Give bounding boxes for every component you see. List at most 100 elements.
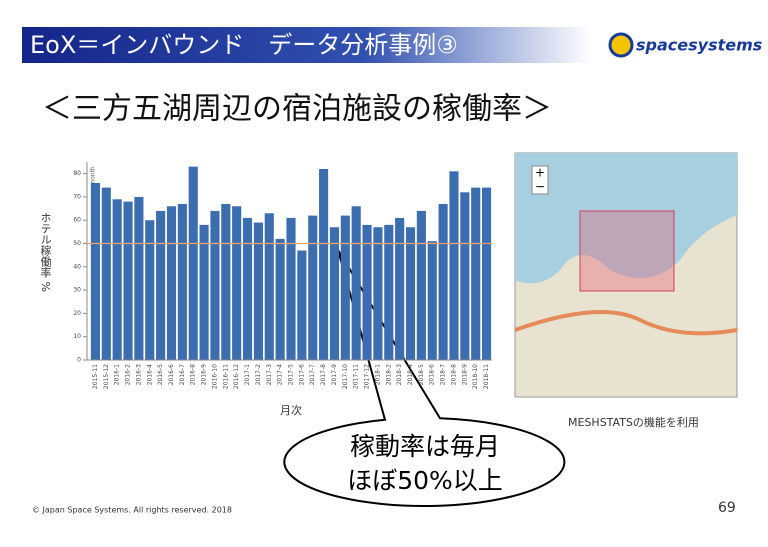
bar (329, 227, 340, 360)
x-tick-label: 2018-10 (472, 364, 479, 389)
x-tick-label: 2015-12 (103, 364, 110, 389)
footer: © Japan Space Systems. All rights reserv… (32, 506, 232, 515)
x-tick-label: 2016-9 (201, 364, 208, 385)
bar (90, 182, 100, 360)
bar (112, 199, 122, 360)
y-tick-label: 10 (73, 333, 81, 340)
map: + − (514, 152, 738, 398)
x-tick-label: 2017-1 (244, 364, 251, 385)
x-tick-label: 2017-12 (364, 364, 371, 389)
y-tick-label: 60 (73, 217, 81, 224)
y-tick-label: 70 (73, 193, 81, 200)
bar (210, 210, 220, 360)
x-tick-label: 2018-5 (418, 364, 425, 385)
y-tick-label: 0 (77, 357, 81, 364)
callout-line: 稼動率は毎月 (350, 432, 500, 461)
bar (340, 215, 350, 360)
x-tick-label: 2018-1 (374, 364, 381, 385)
y-tick-label: 30 (73, 287, 81, 294)
bar (471, 187, 481, 360)
bar (101, 187, 111, 360)
bar (427, 241, 437, 360)
callout-line: ほぼ50%以上 (347, 466, 503, 495)
bar (351, 206, 361, 360)
bar (308, 215, 318, 360)
zoom-in[interactable]: + (535, 166, 545, 180)
bar (177, 203, 187, 360)
x-tick-label: 2016-1 (114, 364, 121, 385)
x-tick-label: 2018-4 (407, 364, 414, 385)
x-tick-label: 2017-3 (266, 364, 273, 385)
x-tick-label: 2016-4 (146, 364, 153, 385)
bar (297, 250, 307, 360)
x-label: 月次 (280, 403, 302, 417)
x-tick-label: 2015-11 (92, 364, 99, 389)
x-tick-label: 2017-5 (288, 364, 295, 385)
banner (22, 27, 592, 63)
x-tick-label: 2018-11 (483, 364, 490, 389)
bar (395, 217, 405, 360)
bar (405, 227, 416, 360)
y-tick-label: 20 (73, 310, 81, 317)
x-tick-label: 2016-5 (157, 364, 164, 385)
x-tick-label: 2017-10 (342, 364, 349, 389)
bar (221, 203, 231, 360)
y-tick-label: 40 (73, 263, 81, 270)
bar (362, 224, 372, 360)
bar (373, 227, 383, 360)
bar (449, 171, 459, 360)
bar (482, 187, 492, 360)
x-tick-label: 2017-6 (298, 364, 305, 385)
logo: spacesystems (636, 36, 762, 55)
page-number: 69 (718, 500, 736, 516)
x-tick-label: 2016-11 (222, 364, 229, 389)
x-tick-label: 2016-12 (233, 364, 240, 389)
bar (384, 224, 394, 360)
x-tick-label: 2017-2 (255, 364, 262, 385)
bar (460, 192, 470, 360)
x-tick-label: 2018-6 (429, 364, 436, 385)
x-tick-label: 2017-9 (331, 364, 338, 385)
x-tick-label: 2017-7 (309, 364, 316, 385)
y-tick-label: 50 (73, 240, 81, 247)
bar (275, 238, 285, 360)
bar (188, 166, 198, 360)
road (514, 310, 738, 336)
y-unit: month (90, 166, 97, 186)
bar (253, 222, 263, 360)
x-tick-label: 2017-8 (320, 364, 327, 385)
x-tick-label: 2016-6 (168, 364, 175, 385)
x-tick-label: 2018-2 (385, 364, 392, 385)
x-tick-label: 2016-8 (190, 364, 197, 385)
bar (199, 224, 209, 360)
water (515, 153, 737, 284)
x-tick-label: 2016-10 (211, 364, 218, 389)
zoom-out[interactable]: − (535, 180, 545, 194)
callout (283, 249, 566, 508)
y-label: ホテル稼働率 % (39, 212, 52, 292)
bar (319, 168, 329, 360)
y-tick-label: 80 (73, 170, 81, 177)
bar (416, 210, 426, 360)
mesh-area (579, 210, 675, 292)
x-tick-label: 2016-2 (125, 364, 132, 385)
x-tick-label: 2018-7 (440, 364, 447, 385)
x-tick-label: 2018-3 (396, 364, 403, 385)
bar (123, 201, 133, 360)
x-tick-label: 2018-9 (461, 364, 468, 385)
bar (232, 206, 242, 360)
bar (145, 220, 155, 360)
heading: ＜三方五湖周辺の宿泊施設の稼働率＞ (42, 92, 552, 127)
x-tick-label: 2016-3 (135, 364, 142, 385)
bar (166, 206, 177, 360)
bar (156, 210, 166, 360)
bar (286, 217, 296, 360)
logo-icon (608, 32, 634, 58)
x-tick-label: 2018-8 (450, 364, 457, 385)
banner-title: EoX＝インバウンド データ分析事例③ (30, 31, 458, 59)
zoom[interactable] (531, 165, 549, 195)
bar (242, 217, 253, 360)
x-tick-label: 2017-11 (353, 364, 360, 389)
bar (264, 213, 274, 360)
x-tick-label: 2017-4 (277, 364, 284, 385)
